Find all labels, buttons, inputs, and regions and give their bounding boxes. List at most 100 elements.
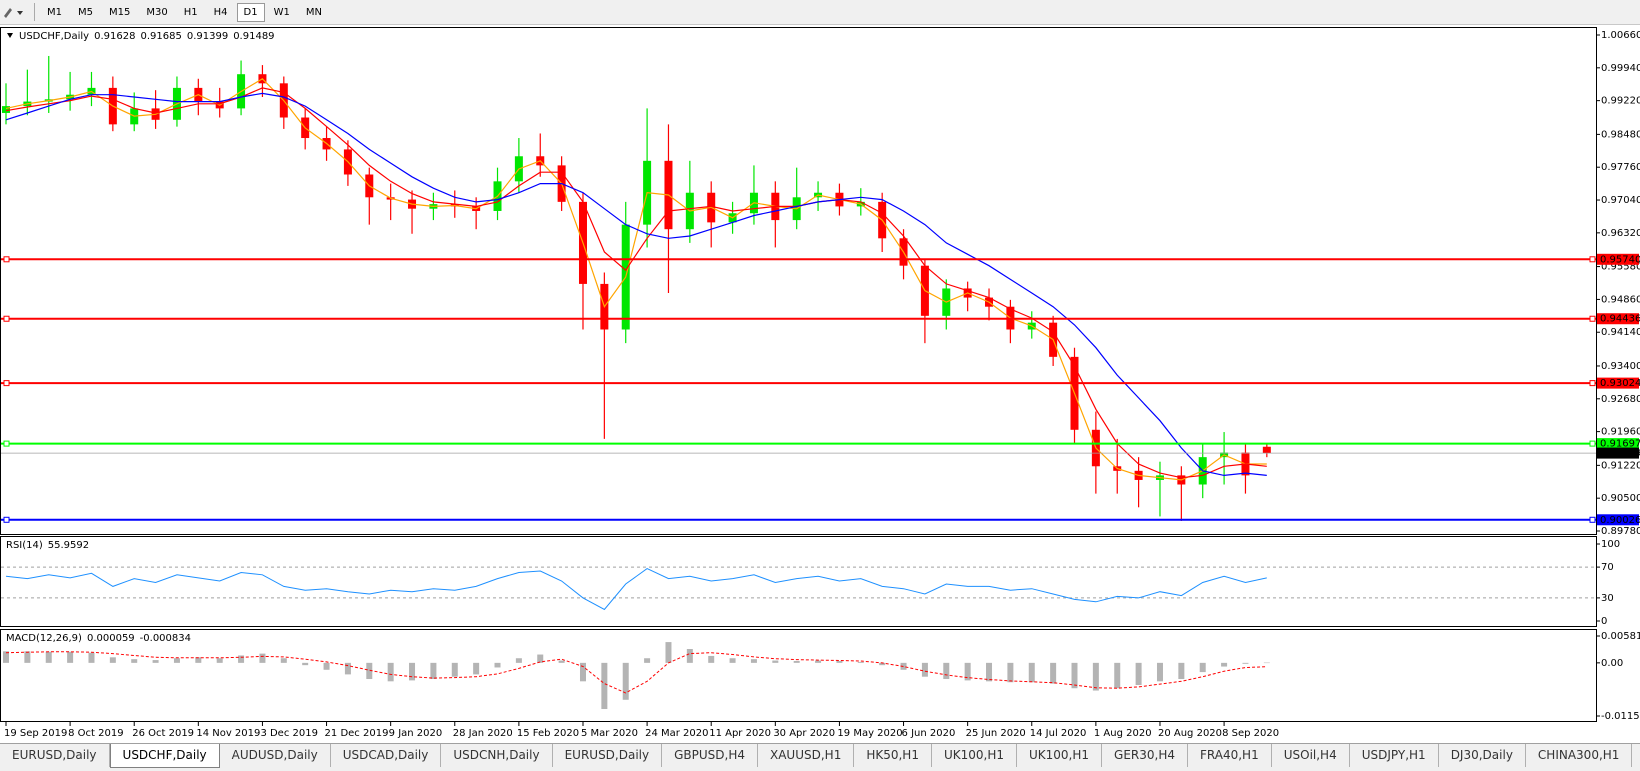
histogram-bar — [430, 662, 437, 680]
timeframe-button[interactable]: M30 — [146, 6, 168, 18]
current-price-label: 0.91489 — [1600, 448, 1640, 459]
timeframe-button[interactable]: D1 — [236, 2, 265, 22]
histogram-bar — [1242, 662, 1249, 664]
level-anchor — [3, 256, 10, 263]
histogram-bar — [708, 655, 715, 663]
chart-tab[interactable]: UK100,H1 — [1017, 744, 1103, 767]
chart-tab[interactable]: AUDUSD,Daily — [220, 744, 331, 767]
macd-pane — [0, 629, 1597, 722]
y-tick-label: 0.97040 — [1601, 195, 1640, 206]
chart-tab[interactable]: USDJPY,H1 — [1350, 744, 1439, 767]
chart: 1.00660 0.99940 0.99220 0.98480 0.97760 0.970… — [0, 27, 1640, 739]
timeframe-button[interactable]: W1 — [273, 6, 290, 18]
y-tick-label: 0.99220 — [1601, 96, 1640, 107]
histogram-bar — [109, 657, 116, 663]
histogram-bar — [88, 652, 95, 663]
histogram-bar — [686, 649, 693, 663]
histogram-bar — [815, 660, 822, 663]
rsi-line — [5, 568, 1267, 611]
histogram-bar — [473, 662, 480, 675]
drawing-tool-icon[interactable] — [0, 2, 30, 22]
histogram-bar — [216, 658, 223, 663]
y-tick-label: 0.90500 — [1601, 493, 1640, 504]
histogram-bar — [857, 661, 864, 663]
chart-tab[interactable]: DJ30,Daily — [1439, 744, 1526, 767]
chart-tab[interactable]: USDCAD,Daily — [331, 744, 442, 767]
chart-title: USDCHF,Daily — [19, 31, 89, 42]
level-anchor — [3, 440, 10, 447]
x-tick-label: 1 Aug 2020 — [1094, 728, 1152, 739]
chart-tab[interactable]: USOil,H1 — [1632, 744, 1640, 767]
level-price-box — [1597, 377, 1639, 389]
chart-tab[interactable]: CHINA300,H1 — [1526, 744, 1633, 767]
histogram-bar — [1050, 662, 1057, 684]
chart-tab[interactable]: GBPUSD,H4 — [662, 744, 758, 767]
level-anchor — [1589, 440, 1596, 447]
timeframe-button[interactable]: MN — [305, 6, 322, 18]
chart-tab[interactable]: UK100,H1 — [932, 744, 1017, 767]
chart-tab[interactable]: USDCNH,Daily — [441, 744, 553, 767]
low-value: 0.91399 — [187, 31, 228, 42]
rsi-title: RSI(14) — [6, 540, 43, 551]
level-price-label: 0.93024 — [1600, 378, 1640, 389]
x-tick-label: 19 May 2020 — [837, 728, 902, 739]
y-tick-label: -0.011514 — [1601, 711, 1640, 722]
histogram-bar — [1221, 662, 1228, 667]
histogram-bar — [943, 662, 950, 680]
histogram-bar — [24, 651, 31, 663]
histogram-bar — [1199, 662, 1206, 673]
timeframe-button[interactable]: M1 — [47, 6, 62, 18]
y-tick-label: 0.95580 — [1601, 262, 1640, 273]
x-tick-label: 11 Apr 2020 — [709, 728, 771, 739]
chart-tab[interactable]: HK50,H1 — [854, 744, 932, 767]
y-tick-label: 0.96320 — [1601, 228, 1640, 239]
histogram-bar — [793, 661, 800, 663]
x-tick-label: 20 Aug 2020 — [1158, 728, 1222, 739]
chart-tab[interactable]: GER30,H4 — [1102, 744, 1188, 767]
high-value: 0.91685 — [140, 31, 181, 42]
histogram-bar — [152, 660, 159, 663]
x-tick-label: 14 Nov 2019 — [196, 728, 260, 739]
x-tick-label: 3 Dec 2019 — [260, 728, 318, 739]
chart-tab[interactable]: EURUSD,Daily — [553, 744, 663, 767]
histogram-bar — [302, 662, 309, 666]
histogram-bar — [67, 651, 74, 663]
histogram-bar — [344, 662, 351, 675]
level-anchor — [1589, 516, 1596, 523]
chart-header: USDCHF,Daily 0.91628 0.91685 0.91399 0.91489 — [19, 31, 275, 42]
level-anchor — [3, 315, 10, 322]
timeframe-button[interactable]: H4 — [213, 6, 228, 18]
chart-tab[interactable]: USOil,H4 — [1272, 744, 1350, 767]
timeframe-button[interactable]: H1 — [183, 6, 198, 18]
x-tick-label: 8 Sep 2020 — [1222, 728, 1279, 739]
y-tick-label: 0.92680 — [1601, 394, 1640, 405]
x-tick-label: 19 Sep 2019 — [4, 728, 67, 739]
level-price-box — [1597, 253, 1639, 265]
x-tick-label: 15 Feb 2020 — [517, 728, 579, 739]
level-anchor — [1589, 380, 1596, 387]
y-tick-label: 30 — [1601, 593, 1614, 604]
y-tick-label: 0.99940 — [1601, 63, 1640, 74]
y-tick-label: 0 — [1601, 616, 1607, 627]
macd-value: 0.000059 — [87, 633, 135, 644]
histogram-bar — [1263, 662, 1270, 664]
x-tick-label: 24 Mar 2020 — [645, 728, 708, 739]
histogram-bar — [622, 662, 629, 700]
histogram-bar — [986, 662, 993, 682]
y-tick-label: 0.91960 — [1601, 427, 1640, 438]
histogram-bar — [1071, 662, 1078, 689]
histogram-bar — [1114, 662, 1121, 689]
timeframe-button[interactable]: M5 — [78, 6, 93, 18]
chart-tab[interactable]: USDCHF,Daily — [109, 744, 220, 768]
histogram-bar — [1092, 662, 1099, 691]
chart-tab[interactable]: EURUSD,Daily — [0, 744, 110, 767]
chart-tab[interactable]: XAUUSD,H1 — [758, 744, 855, 767]
histogram-bar — [409, 662, 416, 681]
level-price-label: 0.90026 — [1600, 515, 1640, 526]
collapse-icon[interactable] — [7, 33, 13, 38]
rsi-pane — [0, 536, 1597, 627]
chart-tab[interactable]: FRA40,H1 — [1188, 744, 1272, 767]
level-price-label: 0.91697 — [1600, 439, 1640, 450]
histogram-bar — [45, 651, 52, 663]
timeframe-button[interactable]: M15 — [109, 6, 131, 18]
